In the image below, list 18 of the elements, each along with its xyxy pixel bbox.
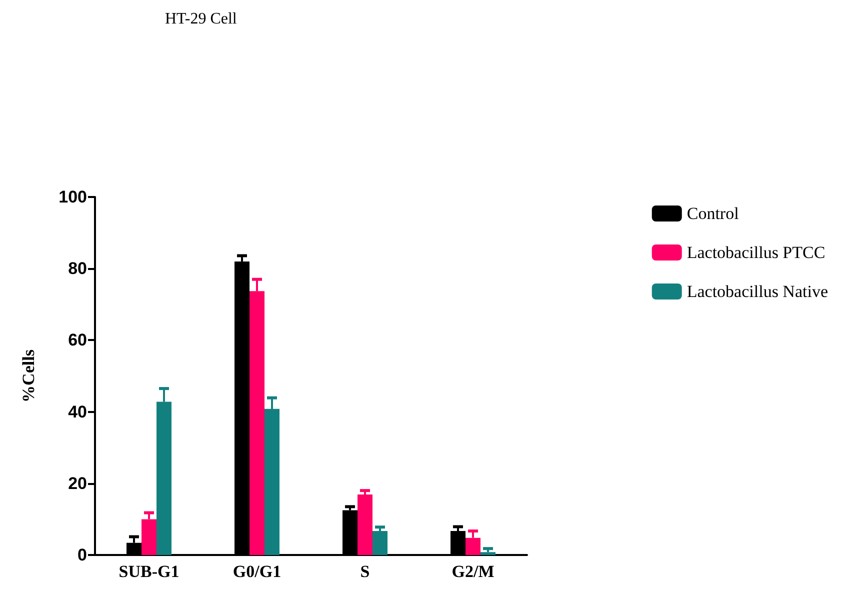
y-tick-label: 60 [68, 330, 87, 350]
x-tick-label: S [360, 562, 370, 581]
chart-title: HT-29 Cell [165, 10, 238, 28]
legend-label: Lactobacillus Native [686, 282, 828, 301]
y-axis-title: %Cells [19, 349, 38, 402]
bar [372, 531, 388, 555]
legend-label: Lactobacillus PTCC [686, 243, 826, 262]
y-tick-label: 80 [68, 259, 87, 278]
x-tick-label: G0/G1 [232, 562, 282, 581]
y-tick-label: 100 [58, 188, 87, 206]
bar [358, 494, 372, 555]
x-tick-label: G2/M [452, 562, 494, 581]
y-tick-label: 0 [78, 546, 87, 564]
legend-label: Control [686, 204, 740, 223]
bar [480, 552, 496, 555]
x-tick-label: SUB-G1 [118, 562, 180, 581]
y-tick-label: 20 [68, 474, 87, 493]
y-tick-label: 40 [68, 402, 87, 422]
